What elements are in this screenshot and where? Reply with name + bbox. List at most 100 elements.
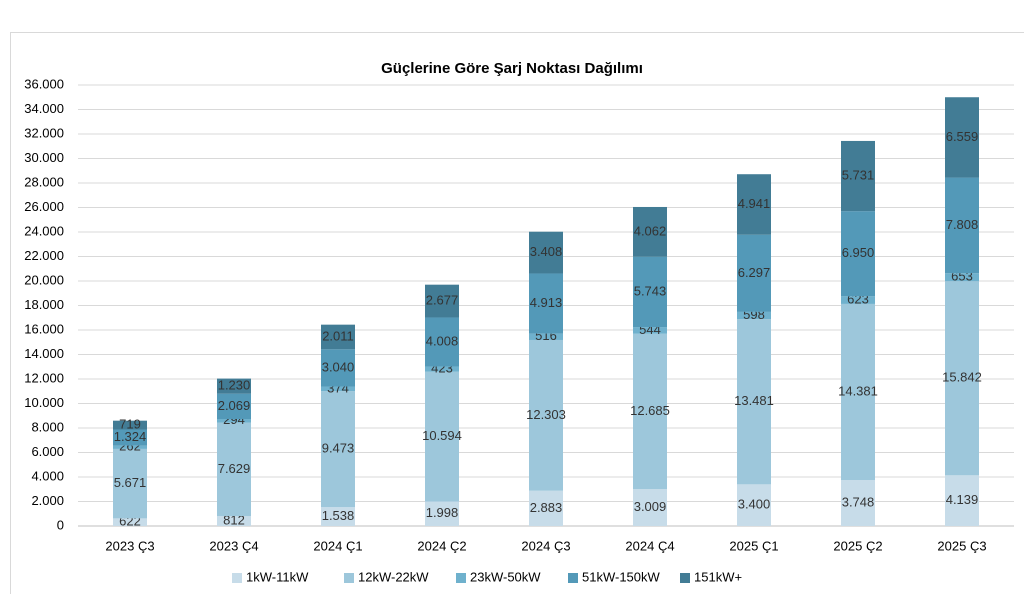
value-label: 3.748	[842, 494, 875, 509]
bar-segment	[841, 480, 875, 526]
y-tick-label: 0	[57, 517, 64, 532]
legend-label: 1kW-11kW	[246, 569, 309, 584]
value-label: 1.998	[426, 505, 459, 520]
bar-segment	[633, 327, 667, 334]
y-tick-label: 4.000	[31, 468, 64, 483]
legend-label: 12kW-22kW	[358, 569, 429, 584]
bar-segment	[529, 339, 563, 491]
bar-segment	[841, 211, 875, 297]
x-tick-label: 2024 Ç2	[417, 538, 466, 553]
value-label: 3.408	[530, 244, 563, 259]
y-tick-label: 22.000	[24, 248, 64, 263]
x-tick-label: 2023 Ç3	[105, 538, 154, 553]
bar-segment	[633, 489, 667, 526]
value-label: 4.008	[426, 333, 459, 348]
bar-segment	[737, 234, 771, 312]
bar-segment	[737, 484, 771, 526]
bar-segment	[113, 518, 147, 526]
value-label: 812	[223, 512, 245, 527]
bar-segment	[113, 448, 147, 519]
y-tick-label: 30.000	[24, 150, 64, 165]
bar-segment	[425, 501, 459, 526]
y-tick-label: 20.000	[24, 272, 64, 287]
y-tick-label: 14.000	[24, 346, 64, 361]
value-label: 12.685	[630, 403, 670, 418]
y-tick-label: 10.000	[24, 395, 64, 410]
bar-segment	[321, 349, 355, 387]
y-tick-label: 28.000	[24, 174, 64, 189]
x-tick-label: 2025 Ç2	[833, 538, 882, 553]
value-label: 13.481	[734, 393, 774, 408]
y-tick-label: 6.000	[31, 444, 64, 459]
y-tick-label: 32.000	[24, 125, 64, 140]
bar-segment	[529, 273, 563, 334]
value-label: 12.303	[526, 407, 566, 422]
bar-segment	[217, 393, 251, 419]
value-label: 5.731	[842, 167, 875, 182]
bar-segment	[737, 311, 771, 320]
bar-segment	[425, 317, 459, 367]
bar-segment	[425, 371, 459, 502]
chart-frame	[10, 32, 1024, 594]
y-tick-label: 34.000	[24, 101, 64, 116]
value-label: 15.842	[942, 370, 982, 385]
value-label: 4.062	[634, 223, 667, 238]
value-label: 3.400	[738, 497, 771, 512]
y-tick-label: 36.000	[24, 76, 64, 91]
x-tick-label: 2024 Ç4	[625, 538, 674, 553]
value-label: 4.941	[738, 196, 771, 211]
bar-segment	[425, 366, 459, 372]
value-label: 2.677	[426, 293, 459, 308]
bar-segment	[945, 273, 979, 282]
value-label: 3.009	[634, 499, 667, 514]
y-tick-label: 2.000	[31, 493, 64, 508]
legend-swatch	[568, 573, 578, 583]
bar-segment	[113, 420, 147, 430]
legend-swatch	[456, 573, 466, 583]
bar-segment	[945, 97, 979, 178]
value-label: 9.473	[322, 441, 355, 456]
bar-segment	[321, 507, 355, 526]
value-label: 10.594	[422, 428, 462, 443]
y-tick-label: 18.000	[24, 297, 64, 312]
x-tick-label: 2024 Ç1	[313, 538, 362, 553]
bar-segment	[529, 490, 563, 526]
y-tick-label: 12.000	[24, 370, 64, 385]
value-label: 1.230	[218, 378, 251, 393]
value-label: 5.743	[634, 283, 667, 298]
value-label: 3.040	[322, 359, 355, 374]
value-label: 1.324	[114, 429, 147, 444]
value-label: 6.559	[946, 129, 979, 144]
bar-segment	[945, 475, 979, 526]
bar-segment	[321, 391, 355, 508]
legend-swatch	[232, 573, 242, 583]
bar-segment	[321, 324, 355, 350]
chart-title: Güçlerine Göre Şarj Noktası Dağılımı	[381, 60, 643, 77]
value-label: 1.538	[322, 508, 355, 523]
y-tick-label: 24.000	[24, 223, 64, 238]
value-label: 6.950	[842, 245, 875, 260]
value-label: 4.913	[530, 295, 563, 310]
value-label: 2.011	[322, 328, 354, 343]
bar-segment	[737, 174, 771, 235]
x-tick-label: 2023 Ç4	[209, 538, 258, 553]
bar-segment	[633, 256, 667, 328]
legend-label: 23kW-50kW	[470, 569, 541, 584]
bar-segment	[529, 333, 563, 340]
value-label: 719	[119, 417, 141, 432]
bar-segment	[321, 386, 355, 392]
bar-segment	[841, 140, 875, 212]
bar-segment	[113, 445, 147, 449]
value-label: 6.297	[738, 265, 771, 280]
legend-swatch	[680, 573, 690, 583]
x-tick-label: 2024 Ç3	[521, 538, 570, 553]
bar-segment	[217, 516, 251, 526]
bar-segment	[217, 422, 251, 517]
bar-segment	[529, 231, 563, 274]
bar-segment	[217, 418, 251, 423]
bar-segment	[425, 284, 459, 318]
bar-segment	[841, 303, 875, 481]
y-tick-label: 26.000	[24, 199, 64, 214]
bar-segment	[633, 333, 667, 490]
